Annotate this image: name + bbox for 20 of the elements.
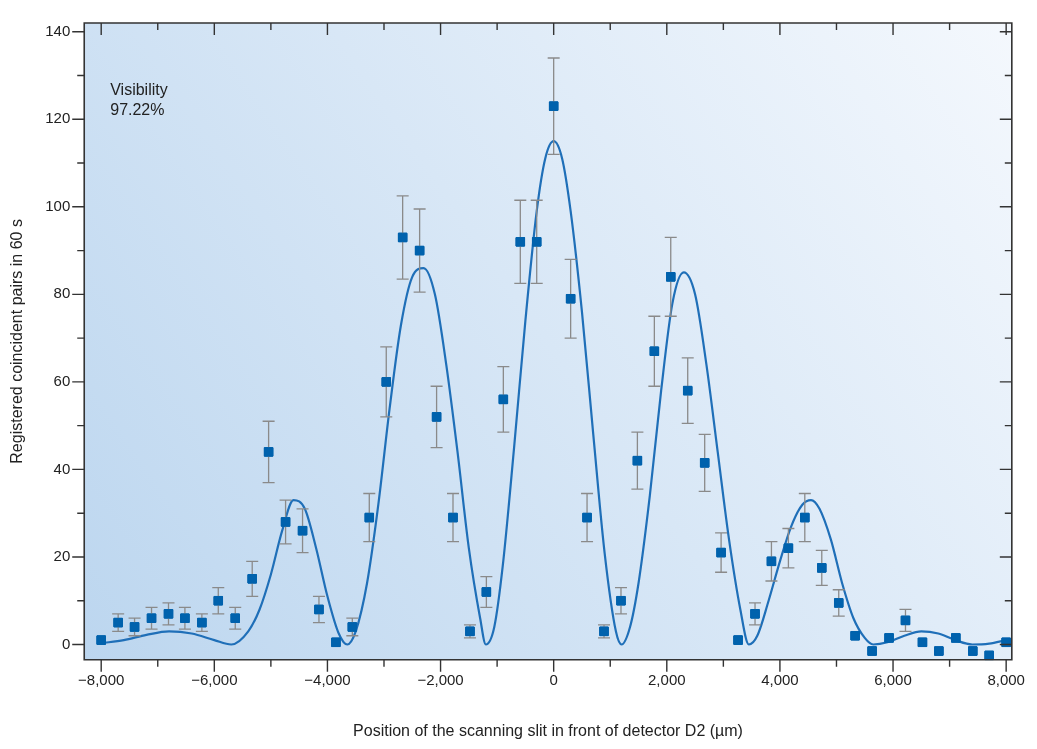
y-tick-label: 120	[45, 109, 71, 127]
x-tick-label: 8,000	[987, 670, 1025, 688]
x-tick-label: −6,000	[191, 670, 238, 688]
y-axis-title: Registered coincident pairs in 60 s	[8, 219, 26, 464]
x-tick-label: −4,000	[304, 670, 351, 688]
annotation: Visibility 97.22%	[110, 81, 168, 119]
y-tick-label: 80	[53, 284, 71, 302]
x-tick-label: 0	[549, 670, 558, 688]
x-tick-label: 2,000	[648, 670, 686, 688]
x-tick-label: 6,000	[874, 670, 912, 688]
x-axis-title: Position of the scanning slit in front of detector D2 (µm)	[353, 721, 743, 739]
y-tick-label: 20	[53, 547, 71, 565]
y-tick-label: 100	[45, 196, 71, 214]
x-tick-label: −8,000	[78, 670, 125, 688]
x-tick-label: −2,000	[417, 670, 464, 688]
y-tick-label: 140	[45, 21, 71, 39]
y-tick-label: 0	[61, 634, 71, 652]
y-tick-label: 40	[53, 459, 71, 477]
y-tick-label: 60	[53, 372, 71, 390]
x-tick-label: 4,000	[761, 670, 799, 688]
